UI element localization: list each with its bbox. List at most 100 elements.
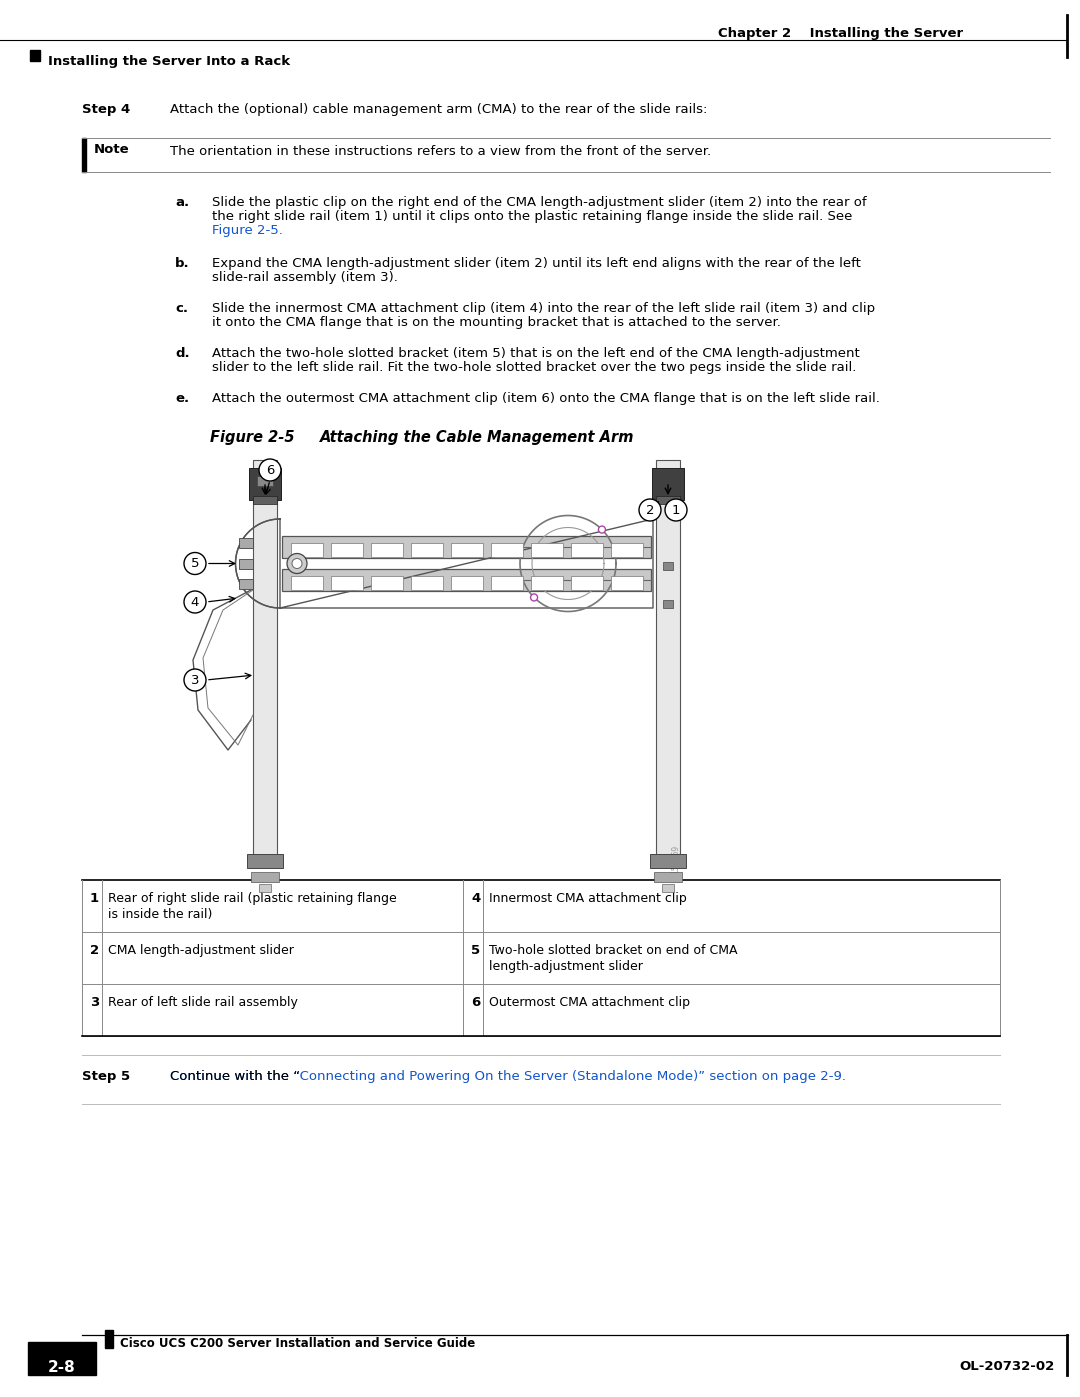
Bar xyxy=(656,496,680,504)
Text: 2: 2 xyxy=(90,944,99,957)
Bar xyxy=(28,1343,96,1375)
Circle shape xyxy=(184,669,206,692)
Bar xyxy=(282,536,651,557)
Circle shape xyxy=(530,594,538,601)
Bar xyxy=(253,496,276,504)
Bar xyxy=(330,543,363,557)
Text: slide-rail assembly (item 3).: slide-rail assembly (item 3). xyxy=(212,271,397,284)
Text: 4: 4 xyxy=(191,595,199,609)
Bar xyxy=(570,543,603,557)
Bar xyxy=(239,559,253,569)
Text: Attach the two-hole slotted bracket (item 5) that is on the left end of the CMA : Attach the two-hole slotted bracket (ite… xyxy=(212,346,860,360)
Text: 2: 2 xyxy=(646,503,654,517)
Text: Chapter 2    Installing the Server: Chapter 2 Installing the Server xyxy=(718,27,963,41)
Text: Two-hole slotted bracket on end of CMA: Two-hole slotted bracket on end of CMA xyxy=(489,944,738,957)
Bar xyxy=(490,576,523,590)
Bar xyxy=(450,576,483,590)
Bar xyxy=(30,50,40,61)
Text: slider to the left slide rail. Fit the two-hole slotted bracket over the two peg: slider to the left slide rail. Fit the t… xyxy=(212,360,856,374)
Bar xyxy=(370,543,403,557)
Text: c.: c. xyxy=(175,302,188,314)
Text: e.: e. xyxy=(175,393,189,405)
Bar xyxy=(291,543,323,557)
Text: Attach the (optional) cable management arm (CMA) to the rear of the slide rails:: Attach the (optional) cable management a… xyxy=(170,103,707,116)
Text: Rear of right slide rail (plastic retaining flange: Rear of right slide rail (plastic retain… xyxy=(108,893,396,905)
Text: 5: 5 xyxy=(471,944,481,957)
Bar xyxy=(410,543,443,557)
Bar xyxy=(291,576,323,590)
Text: Continue with the “Connecting and Powering On the Server (Standalone Mode)” sect: Continue with the “Connecting and Poweri… xyxy=(170,1070,846,1083)
Bar xyxy=(259,884,271,893)
Text: Step 4: Step 4 xyxy=(82,103,131,116)
Text: is inside the rail): is inside the rail) xyxy=(108,908,213,921)
Bar xyxy=(251,872,279,882)
Bar xyxy=(239,578,253,590)
Bar xyxy=(105,1330,113,1348)
Text: Outermost CMA attachment clip: Outermost CMA attachment clip xyxy=(489,996,690,1009)
Text: Cisco UCS C200 Server Installation and Service Guide: Cisco UCS C200 Server Installation and S… xyxy=(120,1337,475,1350)
Circle shape xyxy=(639,499,661,521)
Text: 6: 6 xyxy=(471,996,481,1009)
Bar xyxy=(654,872,681,882)
Bar xyxy=(650,854,686,868)
Bar xyxy=(239,538,253,548)
Bar xyxy=(570,576,603,590)
Bar xyxy=(257,476,273,486)
Text: Slide the innermost CMA attachment clip (item 4) into the rear of the left slide: Slide the innermost CMA attachment clip … xyxy=(212,302,875,314)
Bar xyxy=(253,460,276,865)
Bar xyxy=(330,576,363,590)
Bar xyxy=(610,576,643,590)
Text: 156969: 156969 xyxy=(671,845,680,875)
Text: 4: 4 xyxy=(471,893,481,905)
Bar xyxy=(247,854,283,868)
Bar xyxy=(662,884,674,893)
Text: b.: b. xyxy=(175,257,190,270)
Bar xyxy=(530,576,563,590)
Text: Rear of left slide rail assembly: Rear of left slide rail assembly xyxy=(108,996,298,1009)
Text: 2-8: 2-8 xyxy=(49,1361,76,1375)
Text: 3: 3 xyxy=(191,673,199,686)
Bar xyxy=(663,599,673,608)
Text: Slide the plastic clip on the right end of the CMA length-adjustment slider (ite: Slide the plastic clip on the right end … xyxy=(212,196,866,210)
Bar xyxy=(370,576,403,590)
Circle shape xyxy=(292,559,302,569)
Text: 5: 5 xyxy=(191,557,199,570)
Circle shape xyxy=(259,460,281,481)
Bar xyxy=(490,543,523,557)
Text: it onto the CMA flange that is on the mounting bracket that is attached to the s: it onto the CMA flange that is on the mo… xyxy=(212,316,781,330)
Text: length-adjustment slider: length-adjustment slider xyxy=(489,960,643,972)
Text: 1: 1 xyxy=(672,503,680,517)
Text: Continue with the “: Continue with the “ xyxy=(170,1070,300,1083)
Text: OL-20732-02: OL-20732-02 xyxy=(960,1361,1055,1373)
Circle shape xyxy=(184,591,206,613)
Circle shape xyxy=(598,527,606,534)
Bar xyxy=(663,562,673,570)
Bar xyxy=(410,576,443,590)
Text: Figure 2-5: Figure 2-5 xyxy=(210,430,295,446)
Text: 3: 3 xyxy=(90,996,99,1009)
Text: Installing the Server Into a Rack: Installing the Server Into a Rack xyxy=(48,54,291,68)
Bar xyxy=(530,543,563,557)
Text: Step 5: Step 5 xyxy=(82,1070,130,1083)
Text: d.: d. xyxy=(175,346,190,360)
Text: The orientation in these instructions refers to a view from the front of the ser: The orientation in these instructions re… xyxy=(170,145,711,158)
Circle shape xyxy=(184,552,206,574)
Text: the right slide rail (item 1) until it clips onto the plastic retaining flange i: the right slide rail (item 1) until it c… xyxy=(212,210,852,224)
Bar xyxy=(652,468,684,500)
Bar xyxy=(282,569,651,591)
Bar xyxy=(82,138,86,172)
Text: Figure 2-5.: Figure 2-5. xyxy=(212,224,283,237)
Bar xyxy=(249,468,281,500)
Text: Innermost CMA attachment clip: Innermost CMA attachment clip xyxy=(489,893,687,905)
Circle shape xyxy=(287,553,307,574)
Text: 6: 6 xyxy=(266,464,274,476)
Text: Expand the CMA length-adjustment slider (item 2) until its left end aligns with : Expand the CMA length-adjustment slider … xyxy=(212,257,861,270)
Text: Attaching the Cable Management Arm: Attaching the Cable Management Arm xyxy=(320,430,635,446)
Text: Note: Note xyxy=(94,142,130,156)
Text: Attach the outermost CMA attachment clip (item 6) onto the CMA flange that is on: Attach the outermost CMA attachment clip… xyxy=(212,393,880,405)
Bar xyxy=(450,543,483,557)
Circle shape xyxy=(665,499,687,521)
Bar xyxy=(656,460,680,865)
Text: a.: a. xyxy=(175,196,189,210)
Text: CMA length-adjustment slider: CMA length-adjustment slider xyxy=(108,944,294,957)
